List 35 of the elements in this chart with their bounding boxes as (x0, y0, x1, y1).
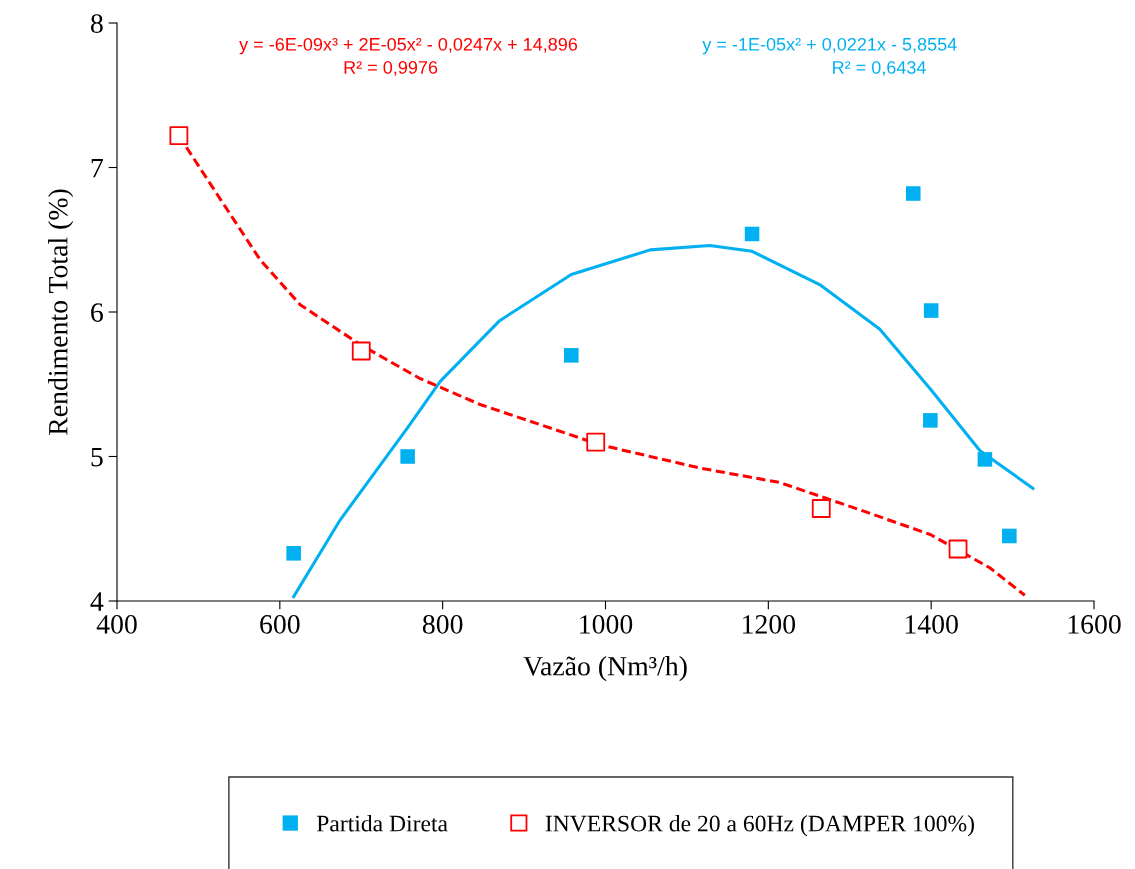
x-tick-label: 1200 (743, 615, 796, 634)
x-tick-label: 600 (260, 615, 300, 634)
x-tick-label: 400 (96, 615, 137, 634)
y-tick-label: 6 (91, 303, 103, 322)
point (923, 303, 939, 318)
point (923, 413, 938, 428)
point (564, 348, 579, 363)
point (286, 546, 301, 561)
annotation: y = -1E-05x² + 0,0221x - 5,8554 (702, 37, 957, 55)
y-tick-label: 4 (90, 592, 104, 611)
x-tick-label: 1600 (1068, 615, 1121, 634)
point (811, 499, 831, 518)
point (400, 449, 415, 464)
x-tick-label: 800 (422, 615, 463, 634)
x-tick-label: 1000 (580, 615, 633, 634)
y-tick-label: 7 (91, 158, 104, 178)
legend-label: Partida Direta (316, 814, 448, 832)
point (169, 126, 189, 146)
point (586, 432, 606, 452)
point (351, 341, 371, 361)
point (1002, 528, 1017, 544)
point (948, 539, 968, 559)
x-axis-title: Vazão (Nm³/h) (523, 656, 687, 682)
y-tick-label: 8 (90, 14, 103, 33)
y-tick-label: 5 (91, 447, 103, 467)
x-tick-label: 1400 (905, 615, 958, 634)
line-series (292, 244, 1035, 599)
annotation: y = -6E-09x³ + 2E-05x² - 0,0247x + 14,896 (239, 37, 578, 55)
point (977, 452, 993, 467)
point (905, 186, 921, 201)
point (744, 226, 760, 242)
y-axis-title: Rendimento Total (%) (48, 189, 74, 435)
annotation: R² = 0,9976 (344, 61, 438, 76)
legend-label: INVERSOR de 20 a 60Hz (DAMPER 100%) (545, 814, 974, 837)
annotation: R² = 0,6434 (833, 61, 926, 76)
